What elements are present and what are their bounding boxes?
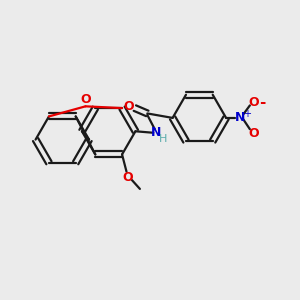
Text: N: N xyxy=(235,110,245,124)
Text: O: O xyxy=(248,127,259,140)
Text: H: H xyxy=(159,134,167,144)
Text: -: - xyxy=(259,95,266,110)
Text: N: N xyxy=(151,126,161,139)
Text: O: O xyxy=(80,93,91,106)
Text: O: O xyxy=(123,100,134,113)
Text: +: + xyxy=(244,109,251,119)
Text: O: O xyxy=(248,96,259,109)
Text: O: O xyxy=(123,171,133,184)
